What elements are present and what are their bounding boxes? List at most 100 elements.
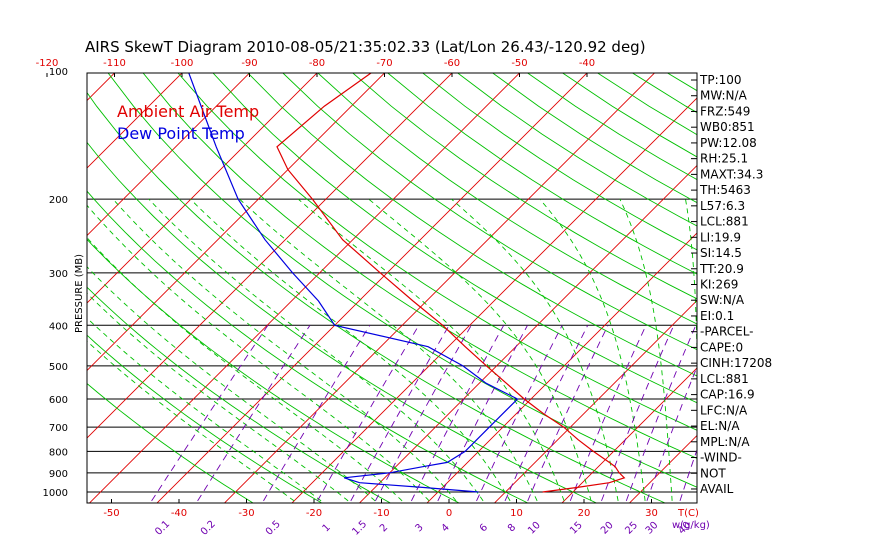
- isotherm-line: [291, 97, 697, 503]
- y-axis-label: PRESSURE (MB): [74, 254, 85, 333]
- moist-adiabat-line: [148, 198, 484, 502]
- pressure-tick-label: 900: [49, 469, 68, 480]
- pressure-tick-label: 400: [49, 321, 68, 332]
- chart-title: AIRS SkewT Diagram 2010-08-05/21:35:02.3…: [85, 38, 646, 56]
- dry-adiabat-line: [87, 190, 529, 503]
- dry-adiabat-line: [87, 334, 323, 503]
- index-item: FRZ:549: [700, 104, 750, 118]
- legend-dewpoint: Dew Point Temp: [117, 124, 245, 143]
- index-item: -WIND-: [700, 451, 742, 465]
- moist-adiabat-line: [87, 237, 403, 502]
- moist-adiabat-line: [619, 198, 673, 501]
- dry-adiabat-line: [87, 141, 598, 503]
- top-temp-tick-label: -80: [309, 58, 325, 69]
- mixing-ratio-label: 0.5: [264, 519, 283, 538]
- bottom-temp-tick-label: -30: [238, 508, 254, 519]
- temp-unit-label: T(C): [677, 508, 699, 519]
- dry-adiabat-line: [561, 73, 697, 158]
- legend-temp: Ambient Air Temp: [117, 102, 259, 121]
- dry-adiabat-line: [177, 73, 697, 431]
- pressure-tick-label: 1000: [43, 488, 68, 499]
- isotherm-line: [426, 232, 697, 503]
- pressure-tick-label: 200: [49, 195, 68, 206]
- dry-adiabat-line: [526, 73, 697, 181]
- isotherm-line: [87, 73, 183, 169]
- mixing-ratio-label: 30: [644, 520, 661, 537]
- moist-adiabat-line: [297, 198, 565, 502]
- dry-adiabat-line: [317, 73, 697, 325]
- bottom-temp-tick-label: -10: [373, 508, 389, 519]
- top-temp-tick-label: -120: [36, 58, 59, 69]
- mixing-ratio-label: 10: [526, 520, 543, 537]
- mixing-ratio-line: [375, 325, 472, 502]
- index-item: LI:19.9: [700, 230, 741, 244]
- moist-adiabat-line: [451, 198, 619, 501]
- sounding-series: [188, 73, 626, 493]
- dry-adiabat-line: [282, 73, 697, 351]
- index-item: LFC:N/A: [700, 403, 748, 417]
- dry-adiabat-line: [212, 73, 697, 404]
- top-temp-tick-label: -70: [376, 58, 392, 69]
- isotherm-line: [87, 73, 318, 304]
- mixing-ratio-label: 0.1: [153, 519, 172, 538]
- mixing-ratio-line: [527, 325, 609, 502]
- mixing-ratio-label: 2: [378, 522, 390, 534]
- index-item: LCL:881: [700, 215, 749, 229]
- index-item: TH:5463: [699, 183, 751, 197]
- index-item: PW:12.08: [700, 136, 757, 150]
- moist-adiabat-line: [87, 340, 295, 502]
- pressure-tick-label: 700: [49, 423, 68, 434]
- index-item: CAP:16.9: [700, 388, 755, 402]
- mixing-ratio-line: [601, 325, 675, 502]
- dry-adiabat-line: [422, 73, 697, 251]
- index-item: LCL:881: [700, 372, 749, 386]
- mixing-ratio-line: [410, 325, 505, 502]
- moist-adiabat-line: [112, 198, 457, 502]
- isotherm-line: [87, 73, 386, 372]
- mixing-ratio-line: [504, 325, 589, 502]
- dewpoint-profile-line: [188, 73, 519, 493]
- dry-adiabat-line: [491, 73, 697, 204]
- moist-adiabats: [87, 198, 697, 502]
- index-item: WB0:851: [700, 120, 755, 134]
- index-item: L57:6.3: [700, 199, 745, 213]
- mixing-ratio-line: [437, 325, 528, 502]
- top-temp-tick-label: -110: [103, 58, 126, 69]
- moist-adiabat-line: [87, 204, 430, 502]
- dry-adiabat-line: [352, 73, 697, 300]
- mixing-ratio-label: 25: [623, 520, 640, 537]
- mixing-ratio-label: 20: [599, 520, 616, 537]
- dry-adiabat-line: [387, 73, 697, 275]
- moist-adiabat-line: [239, 198, 538, 502]
- index-item: MPL:N/A: [700, 435, 750, 449]
- isotherm-line: [88, 73, 521, 503]
- bottom-temp-tick-label: 0: [446, 508, 452, 519]
- moist-adiabat-line: [368, 198, 592, 502]
- dry-adiabat-line: [87, 382, 254, 503]
- mixing-ratio-line: [317, 325, 420, 502]
- index-item: MAXT:34.3: [700, 167, 763, 181]
- temperature-profile-line: [276, 73, 626, 493]
- mixing-ratio-line: [197, 325, 311, 502]
- dry-adiabats: [87, 73, 697, 503]
- isobars: [87, 198, 697, 493]
- index-item: AVAIL: [700, 482, 734, 496]
- moist-adiabat-line: [87, 266, 376, 502]
- mixing-ratio-label: 1: [321, 522, 333, 534]
- index-item: KI:269: [700, 277, 738, 291]
- mixing-ratio-line: [569, 325, 647, 502]
- mixing-ratio-line: [625, 325, 697, 502]
- bottom-temp-tick-label: 30: [645, 508, 658, 519]
- dry-adiabat-line: [247, 73, 697, 377]
- index-item: RH:25.1: [700, 152, 748, 166]
- top-temp-tick-labels: -120 -110 -100 -90 -80 -70 -60 -50 -40: [36, 58, 595, 77]
- top-temp-tick-label: -90: [241, 58, 257, 69]
- plot-grid: [87, 73, 697, 503]
- isotherm-line: [87, 73, 453, 439]
- moist-adiabat-line: [190, 198, 511, 502]
- pressure-tick-label: 800: [49, 447, 68, 458]
- index-item: CAPE:0: [700, 340, 743, 354]
- plot-frame: [86, 72, 698, 504]
